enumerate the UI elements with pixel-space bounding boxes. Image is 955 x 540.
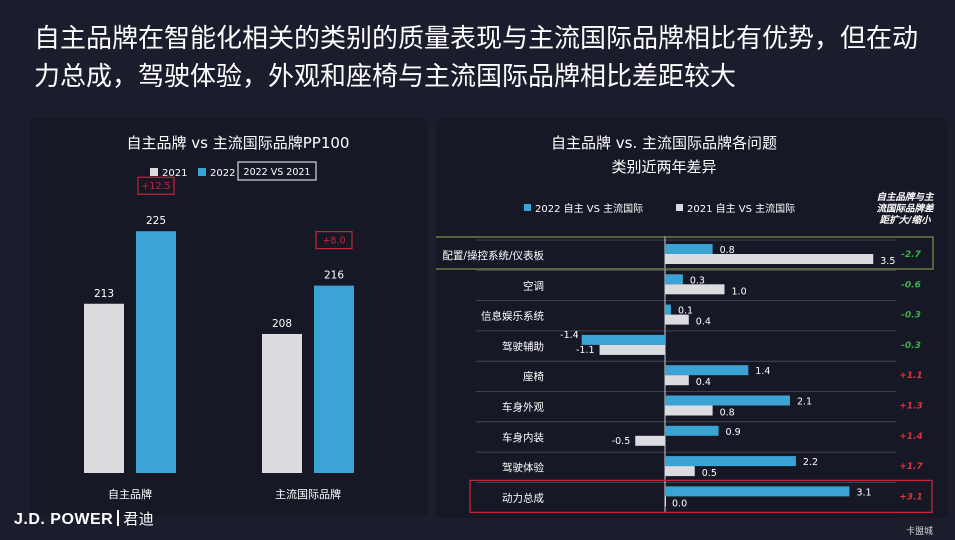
- gap-label: +1.4: [899, 432, 922, 442]
- bar-2021-7: [665, 466, 695, 477]
- bar-value-label: 225: [146, 215, 166, 227]
- bar-2022-1: [665, 274, 683, 285]
- bar-2021-0: [665, 254, 874, 264]
- category-label: 驾驶辅助: [502, 340, 544, 353]
- bar-2021-2: [665, 314, 689, 325]
- category-label: 信息娱乐系统: [481, 310, 544, 323]
- bar-value-label: 208: [272, 318, 292, 330]
- bar-2022-8: [665, 486, 850, 497]
- value-label-2022: 1.4: [755, 366, 770, 377]
- bar-2022-6: [665, 425, 719, 436]
- change-annotation-box: [137, 176, 175, 195]
- change-annotation: +12.5: [141, 181, 170, 192]
- chart-title: 自主品牌 vs. 主流国际品牌各问题类别近两年差异: [551, 134, 777, 176]
- value-label-2022: 2.2: [803, 457, 818, 468]
- category-diff-chart: 自主品牌 vs. 主流国际品牌各问题类别近两年差异 2022 自主 VS 主流国际…: [436, 134, 935, 514]
- bar-value-label: 216: [324, 270, 344, 282]
- jd-power-logo: J.D. POWER 君迪: [14, 508, 154, 529]
- bar-2021-3: [599, 344, 665, 355]
- value-label-2021: 1.0: [732, 286, 747, 297]
- value-label-2021: 0.0: [672, 498, 687, 509]
- value-label-2021: 0.4: [696, 377, 711, 388]
- category-label: 车身内装: [502, 431, 544, 444]
- value-label-2022: 2.1: [797, 397, 812, 408]
- bar-2022-1: [314, 285, 354, 473]
- category-label: 自主品牌: [108, 487, 152, 501]
- bar-2021-1: [262, 333, 302, 473]
- gap-label: -0.3: [901, 311, 921, 321]
- value-label-2022: 3.1: [856, 487, 871, 498]
- category-label: 配置/操控系统/仪表板: [442, 249, 544, 262]
- bar-2021-5: [665, 405, 713, 416]
- bar-2022-2: [665, 304, 671, 315]
- value-label-2022: 0.8: [720, 245, 735, 256]
- slide-title: 自主品牌在智能化相关的类别的质量表现与主流国际品牌相比有优势，但在动力总成，驾驶…: [34, 24, 919, 92]
- value-label-2021: 0.8: [720, 408, 735, 419]
- highlight-box-bottom: [469, 479, 933, 514]
- value-label-2021: 0.4: [696, 317, 711, 328]
- legend-note-box: [237, 161, 317, 181]
- right-panel: [436, 118, 948, 518]
- bar-2022-7: [665, 456, 796, 467]
- logo-brand: J.D. POWER: [14, 511, 114, 528]
- category-label: 动力总成: [502, 491, 544, 504]
- legend-label-2022: 2022 自主 VS 主流国际: [535, 202, 643, 215]
- pp100-bar-chart: 自主品牌 vs 主流国际品牌PP100 2021 2022 2022 VS 2021 2…: [84, 134, 354, 501]
- category-label: 主流国际品牌: [275, 487, 341, 501]
- bar-2022-5: [665, 395, 790, 406]
- value-label-2021: -1.1: [576, 345, 595, 356]
- gap-label: -2.7: [901, 250, 921, 260]
- category-label: 车身外观: [502, 401, 544, 414]
- bar-value-label: 213: [94, 288, 114, 300]
- gap-label: +1.3: [899, 402, 922, 412]
- bar-2021-6: [635, 435, 665, 446]
- legend-swatch-2022: [524, 204, 531, 211]
- change-annotation: +8.0: [322, 236, 345, 247]
- bar-2022-3: [581, 334, 665, 345]
- bar-2022-0: [665, 244, 713, 254]
- gap-label: +3.1: [899, 492, 922, 502]
- gap-label: -0.6: [901, 280, 921, 290]
- change-annotation-box: [315, 231, 353, 250]
- value-label-2021: 3.5: [880, 256, 895, 267]
- gap-label: +1.7: [899, 462, 923, 472]
- legend-label-2021: 2021 自主 VS 主流国际: [687, 202, 795, 215]
- value-label-2022: -1.4: [560, 330, 579, 341]
- gap-label: -0.3: [901, 341, 921, 351]
- watermark: 卡盟城: [905, 527, 933, 537]
- bar-2021-1: [665, 284, 725, 295]
- category-label: 空调: [523, 279, 544, 292]
- legend-swatch-2021: [150, 168, 158, 176]
- legend-swatch-2022: [198, 168, 206, 176]
- bar-2021-0: [84, 303, 124, 473]
- chart-title: 自主品牌 vs 主流国际品牌PP100: [127, 134, 350, 152]
- gap-header: 自主品牌与主流国际品牌差距扩大/缩小: [876, 191, 935, 226]
- logo-cn: 君迪: [123, 510, 155, 528]
- highlight-box-top: [436, 236, 934, 270]
- category-label: 驾驶体验: [502, 461, 544, 474]
- gap-label: +1.1: [899, 371, 922, 381]
- bar-2021-8: [665, 496, 666, 507]
- legend-swatch-2021: [676, 204, 683, 211]
- value-label-2022: 0.3: [690, 275, 705, 286]
- value-label-2021: 0.5: [702, 468, 717, 479]
- category-label: 座椅: [523, 370, 544, 383]
- bar-2021-4: [665, 375, 689, 386]
- value-label-2021: -0.5: [612, 436, 631, 447]
- legend-note: 2022 VS 2021: [244, 167, 311, 178]
- bar-2022-4: [665, 365, 749, 376]
- value-label-2022: 0.9: [726, 427, 741, 438]
- legend-label-2021: 2021: [162, 168, 187, 179]
- legend-label-2022: 2022: [210, 168, 235, 179]
- value-label-2022: 0.1: [678, 306, 693, 317]
- bar-2022-0: [136, 231, 176, 473]
